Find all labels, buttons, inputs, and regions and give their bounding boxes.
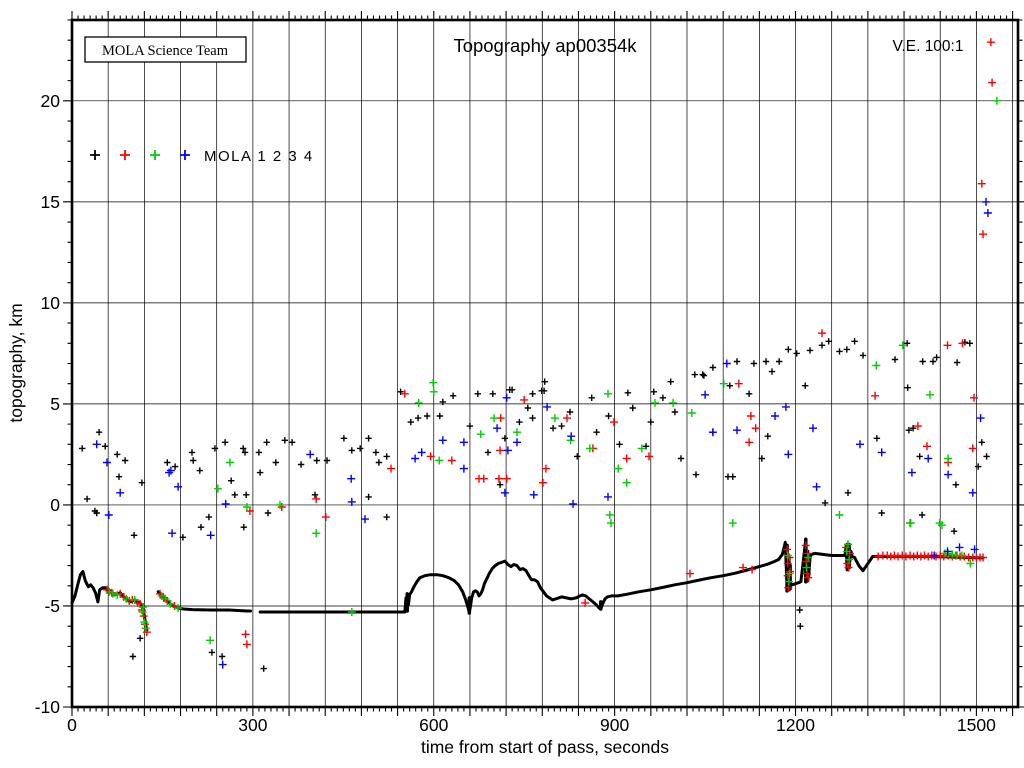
x-tick-label: 0 (67, 715, 77, 735)
vertical-exaggeration-label: V.E. 100:1 (893, 38, 964, 55)
axis-ticks (63, 11, 1024, 716)
legend: MOLA 1 2 3 4 (90, 148, 314, 165)
x-axis-title: time from start of pass, seconds (421, 737, 669, 757)
y-tick-label: 0 (50, 495, 60, 515)
legend-marker-mola-4 (180, 150, 190, 160)
x-tick-label: 900 (600, 715, 629, 735)
x-tick-label: 600 (419, 715, 448, 735)
x-axis-tick-labels: 0 300 600 900 1200 1500 (67, 715, 996, 735)
scatter-points (79, 38, 1001, 672)
y-axis-title: topography, km (6, 303, 26, 422)
legend-marker-mola-1 (90, 150, 100, 160)
series-mola-2-points (103, 38, 997, 649)
legend-marker-mola-3 (150, 150, 160, 160)
y-tick-label: 20 (41, 91, 61, 111)
grid-lines (72, 20, 1018, 707)
y-tick-label: 10 (41, 293, 61, 313)
y-tick-label: -5 (44, 596, 60, 616)
series-mola-4-points (92, 197, 992, 669)
legend-label: MOLA 1 2 3 4 (204, 148, 314, 165)
y-axis-tick-labels: -10 -5 0 5 10 15 20 (35, 91, 61, 717)
y-tick-label: 15 (41, 192, 60, 212)
annotation-box-label: MOLA Science Team (102, 43, 229, 59)
chart-title: Topography ap00354k (453, 35, 637, 56)
x-tick-label: 1200 (776, 715, 815, 735)
y-tick-label: -10 (35, 697, 61, 717)
legend-markers (90, 150, 190, 160)
x-tick-label: 1500 (957, 715, 996, 735)
legend-marker-mola-2 (120, 150, 130, 160)
series-mola-3-points (105, 96, 1001, 645)
plot-frame (70, 18, 1020, 709)
annotation-box (84, 36, 247, 63)
x-tick-label: 300 (238, 715, 267, 735)
y-tick-label: 5 (50, 394, 60, 414)
series-mola-1-points (79, 338, 990, 672)
